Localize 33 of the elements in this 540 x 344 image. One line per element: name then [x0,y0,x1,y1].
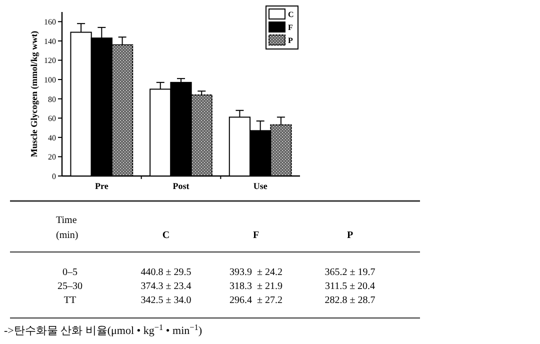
y-axis-title: Muscle Glycogen (mmol/kg wwt) [29,30,39,158]
text: 393.9 ± 24.2 [230,267,282,278]
y-tick-label: 40 [48,133,56,142]
y-tick-label: 160 [44,18,56,27]
text: 318.3 ± 21.9 [230,281,282,292]
legend-label: C [288,10,294,19]
y-tick-label: 100 [44,76,56,85]
text: 374.3 ± 23.4 [140,281,192,292]
category-label: 0–5 [62,267,78,278]
x-tick-label: Pre [95,181,108,191]
category-label: P [346,230,354,241]
category-label: F [252,230,260,241]
y-tick-label: 80 [48,94,56,104]
y-tick-label: 120 [44,56,56,66]
category-label: TT [64,295,76,306]
category-label: C [162,230,170,241]
text: ->탄수화물 산화 비율(μmol • kg$^{−1}$ • min$^{−1}$) [4,322,202,337]
x-tick-label: Post [172,181,190,191]
text: 365.2 ± 19.7 [324,267,376,278]
legend-label: F [288,23,293,32]
y-tick-label: 0 [52,172,56,181]
text: 311.5 ± 20.4 [324,281,376,292]
category-label: 25–30 [58,281,82,292]
y-tick-label: 60 [48,114,56,124]
text: 440.8 ± 29.5 [140,267,192,278]
y-tick-label: 140 [44,36,56,46]
text: 296.4 ± 27.2 [230,295,282,306]
text: 282.8 ± 28.7 [324,295,376,306]
category-label: Time (min) [56,215,78,241]
text: 342.5 ± 34.0 [140,295,192,306]
x-tick-label: Use [253,181,268,191]
y-tick-label: 20 [48,152,56,162]
legend-label: P [288,36,293,45]
